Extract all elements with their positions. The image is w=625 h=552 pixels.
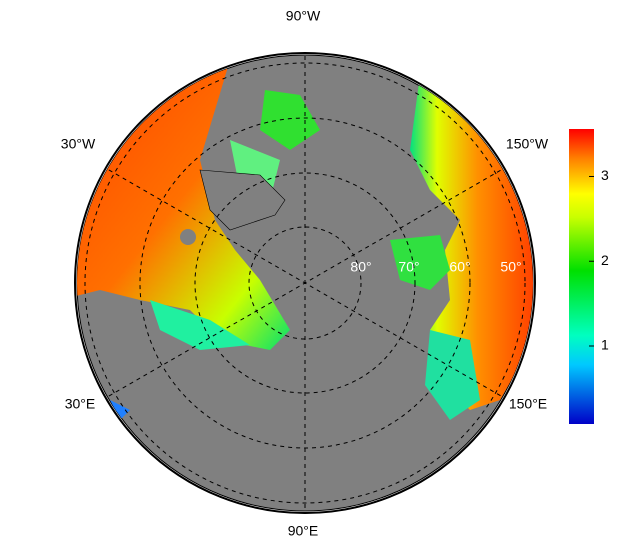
latitude-label: 70° (398, 259, 419, 275)
colorbar-tick-label: 1 (601, 337, 609, 353)
colorbar-tick-label: 2 (601, 252, 609, 268)
longitude-label: 30°W (61, 136, 96, 152)
latitude-label: 50° (500, 259, 521, 275)
longitude-label: 30°E (65, 396, 96, 412)
colorbar: 1 2 3 (569, 129, 609, 424)
latitude-label: 60° (449, 259, 470, 275)
longitude-label: 90°E (288, 523, 319, 539)
colorbar-ramp (569, 129, 594, 424)
longitude-label: 90°W (286, 8, 321, 24)
graticule (84, 55, 526, 511)
longitude-label: 150°W (506, 136, 549, 152)
labels: 90°W 30°W 150°W 30°E 150°E 90°E 80° 70° 60° 50° (61, 8, 549, 539)
map-disk (74, 52, 536, 514)
latitude-label: 80° (350, 259, 371, 275)
colorbar-tick-label: 3 (601, 167, 609, 183)
longitude-label: 150°E (509, 396, 547, 412)
